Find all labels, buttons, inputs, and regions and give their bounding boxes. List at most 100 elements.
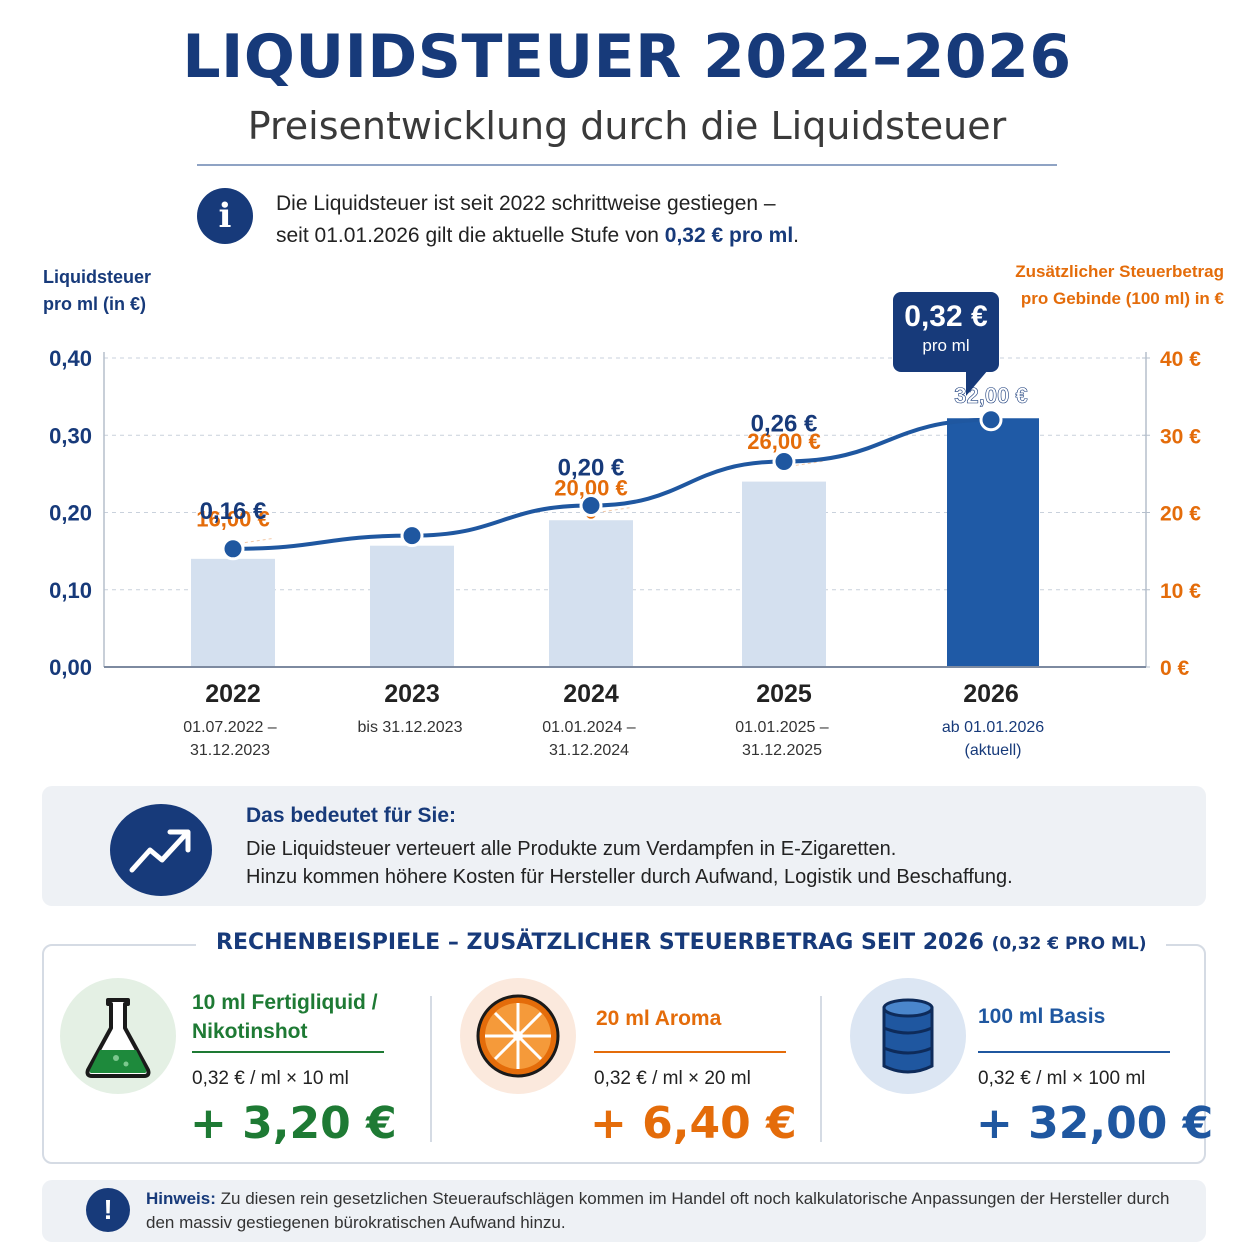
container-label: 26,00 € <box>747 429 820 454</box>
period-line: 01.01.2024 – <box>542 719 636 736</box>
left-axis-title: Liquidsteuer pro ml (in €) <box>43 264 151 318</box>
period-label: 01.01.2025 – 31.12.2025 <box>682 716 882 762</box>
bar <box>191 558 275 667</box>
examples-heading-small: (0,32 € PRO ML) <box>991 934 1147 954</box>
rate-point <box>979 408 1003 432</box>
year-label: 2026 <box>963 680 1019 708</box>
year-label: 2022 <box>205 680 261 708</box>
period-line: bis 31.12.2023 <box>357 719 463 736</box>
example-icon-circle <box>60 978 176 1094</box>
container-label: 16,00 € <box>196 506 269 531</box>
period-label: 01.01.2024 – 31.12.2024 <box>489 716 689 762</box>
example-result: + 3,20 € <box>190 1098 397 1149</box>
period-line: (aktuell) <box>964 742 1022 759</box>
example-result: + 6,40 € <box>590 1098 797 1149</box>
y-tick-left: 0,30 <box>49 423 92 448</box>
example-title: 20 ml Aroma <box>596 1004 721 1033</box>
page-subtitle: Preisentwicklung durch die Liquidsteuer <box>247 104 1007 148</box>
flask-icon <box>85 998 151 1078</box>
hint-panel <box>42 1180 1206 1242</box>
y-tick-left: 0,20 <box>49 501 92 526</box>
left-axis-title-line-1: Liquidsteuer <box>43 267 152 287</box>
left-axis-title-line-2: pro ml (in €) <box>43 294 146 314</box>
example-title-line: Nikotinshot <box>192 1020 308 1043</box>
example-title: 100 ml Basis <box>978 1002 1105 1031</box>
y-tick-left: 0,40 <box>49 346 92 371</box>
right-axis-title: Zusätzlicher Steuerbetrag pro Gebinde (1… <box>1015 258 1224 312</box>
meaning-line-2: Hinzu kommen höhere Kosten für Herstelle… <box>246 866 1013 888</box>
example-icon-circle <box>460 978 576 1094</box>
rate-point <box>579 494 603 518</box>
callout-value: 0,32 € <box>904 300 988 333</box>
info-line-2-bold: 0,32 € pro ml <box>664 224 794 247</box>
right-axis-title-line-1: Zusätzlicher Steuerbetrag <box>1015 262 1224 281</box>
meaning-line-1: Die Liquidsteuer verteuert alle Produkte… <box>246 838 897 860</box>
rate-point <box>772 450 796 474</box>
period-label: bis 31.12.2023 <box>310 716 510 739</box>
page-title: LIQUIDSTEUER 2022–2026 <box>182 22 1072 92</box>
info-line-2-suffix: . <box>793 224 800 247</box>
example-result: + 32,00 € <box>976 1098 1214 1149</box>
rate-label: 0,16 € <box>200 498 267 525</box>
examples-panel <box>42 944 1206 1164</box>
trend-up-icon <box>110 804 212 896</box>
example-rule <box>594 1051 786 1053</box>
info-icon: i <box>197 188 253 244</box>
y-tick-left: 0,00 <box>49 655 92 680</box>
rate-label: 0,20 € <box>558 455 625 482</box>
period-line: 31.12.2023 <box>189 742 271 759</box>
current-rate-callout: 0,32 € pro ml <box>893 292 999 372</box>
info-line-2-prefix: seit 01.01.2026 gilt die aktuelle Stufe … <box>276 224 665 247</box>
example-separator <box>820 996 822 1142</box>
bar <box>370 545 454 667</box>
examples-heading-text: RECHENBEISPIELE – ZUSÄTZLICHER STEUERBET… <box>216 930 984 955</box>
title-divider <box>197 164 1057 166</box>
period-line: 01.07.2022 – <box>183 719 277 736</box>
rate-point <box>221 537 245 561</box>
y-tick-right: 40 € <box>1160 348 1201 371</box>
period-line: ab 01.01.2026 <box>941 719 1045 736</box>
hint-label: Hinweis: <box>146 1189 216 1208</box>
example-formula: 0,32 € / ml × 100 ml <box>978 1068 1146 1089</box>
y-tick-left: 0,10 <box>49 578 92 603</box>
exclamation-icon: ! <box>86 1188 130 1232</box>
hint-text: Hinweis: Zu diesen rein gesetzlichen Ste… <box>146 1187 1186 1235</box>
example-title-line: 100 ml Basis <box>978 1005 1106 1028</box>
example-rule <box>192 1051 384 1053</box>
example-rule <box>978 1051 1170 1053</box>
callout-unit: pro ml <box>922 336 970 355</box>
meaning-panel <box>42 786 1206 906</box>
rate-point <box>400 524 424 548</box>
orange-slice-icon <box>476 994 560 1078</box>
y-tick-right: 20 € <box>1160 503 1201 526</box>
info-text: Die Liquidsteuer ist seit 2022 schrittwe… <box>276 188 799 252</box>
example-title-line: 20 ml Aroma <box>596 1007 722 1030</box>
period-label-current: ab 01.01.2026 (aktuell) <box>893 716 1093 762</box>
info-line-1: Die Liquidsteuer ist seit 2022 schrittwe… <box>276 192 776 215</box>
examples-heading: RECHENBEISPIELE – ZUSÄTZLICHER STEUERBET… <box>196 930 1167 955</box>
year-label: 2025 <box>756 680 812 708</box>
bar <box>549 520 633 667</box>
hint-body: Zu diesen rein gesetzlichen Steueraufsch… <box>146 1189 1170 1232</box>
bar <box>742 481 826 667</box>
bar-current <box>947 418 1039 667</box>
period-line: 31.12.2025 <box>741 742 823 759</box>
barrel-icon <box>882 998 934 1074</box>
rate-label: 0,26 € <box>751 411 818 438</box>
right-axis-title-line-2: pro Gebinde (100 ml) in € <box>1020 289 1224 308</box>
example-formula: 0,32 € / ml × 20 ml <box>594 1068 751 1089</box>
example-formula: 0,32 € / ml × 10 ml <box>192 1068 349 1089</box>
info-line-2: seit 01.01.2026 gilt die aktuelle Stufe … <box>276 220 799 252</box>
example-title-line: 10 ml Fertigliquid / <box>192 991 378 1014</box>
example-separator <box>430 996 432 1142</box>
y-tick-right: 0 € <box>1160 657 1190 680</box>
y-tick-right: 10 € <box>1160 580 1201 603</box>
callout-tail <box>966 370 988 396</box>
tax-chart: 0,00 0 € 0,10 10 € 0,20 20 € 0,30 30 € 0,40 40 € 1… <box>49 346 1201 680</box>
period-label: 01.07.2022 – 31.12.2023 <box>130 716 330 762</box>
y-tick-right: 30 € <box>1160 425 1201 448</box>
year-label: 2023 <box>384 680 440 708</box>
year-label: 2024 <box>563 680 619 708</box>
example-title: 10 ml Fertigliquid / Nikotinshot <box>192 988 378 1046</box>
period-line: 31.12.2024 <box>548 742 630 759</box>
